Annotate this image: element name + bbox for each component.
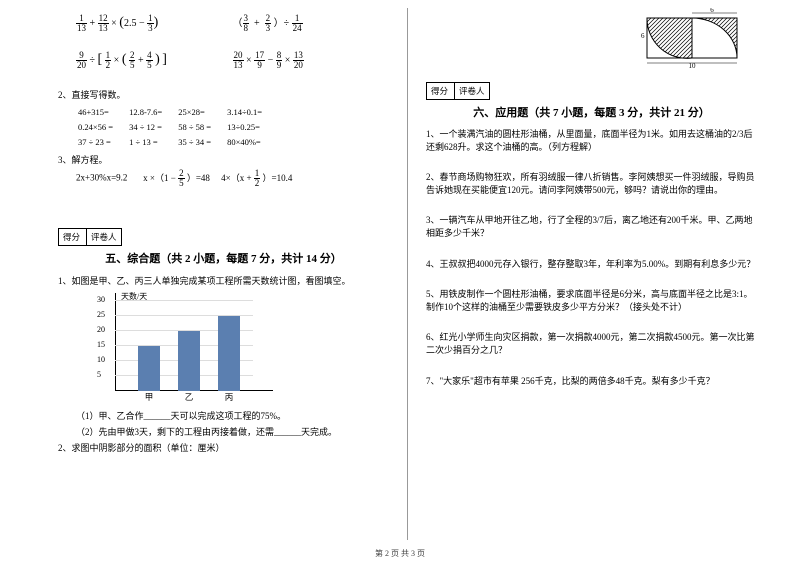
score-label: 得分 (426, 82, 454, 100)
section-5-title: 五、综合题（共 2 小题，每题 7 分，共计 14 分） (58, 250, 389, 266)
svg-text:6: 6 (710, 8, 714, 14)
equations: 2x+30%x=9.2 x ×（1 − 25 ）=48 4×（x + 12 ）=… (76, 169, 389, 188)
app-q4: 4、王叔叔把4000元存入银行，整存整取3年，年利率为5.00%。到期有利息多少… (426, 258, 757, 271)
q5-1: 1、如图是甲、乙、丙三人单独完成某项工程所需天数统计图，看图填空。 (58, 274, 389, 287)
app-q6: 6、红光小学师生向灾区捐款，第一次捐款4000元，第二次捐款4500元。第一次比… (426, 331, 757, 356)
reviewer-label: 评卷人 (86, 228, 122, 246)
math-expr-row-1: 113 + 1213 × (2.5 − 13) （38 + 23 ）÷ 124 (76, 14, 389, 33)
q5-1-1: （1）甲、乙合作______天可以完成这项工程的75%。 (76, 409, 389, 422)
eq1: 2x+30%x=9.2 (76, 173, 127, 183)
expr-1a: 113 + 1213 × (2.5 − 13) (76, 14, 233, 33)
bar-jia (138, 346, 160, 391)
app-q7: 7、"大家乐"超市有苹果 256千克，比梨的两倍多48千克。梨有多少千克？ (426, 375, 757, 388)
svg-text:10: 10 (689, 62, 697, 68)
score-box-5: 得分 评卷人 (58, 228, 389, 246)
app-q3: 3、一辆汽车从甲地开往乙地，行了全程的3/7后，离乙地还有200千米。甲、乙两地… (426, 214, 757, 239)
page-footer: 第 2 页 共 3 页 (0, 548, 800, 559)
expr-1b: （38 + 23 ）÷ 124 (233, 14, 390, 33)
expr-2b: 2013 × 179 − 89 × 1320 (233, 51, 390, 70)
q5-1-2: （2）先由甲做3天，剩下的工程由丙接着做，还需______天完成。 (76, 425, 389, 438)
bar-chart: 天数/天 5 10 15 20 25 30 甲 乙 丙 (93, 293, 273, 403)
shaded-diagram: 6 6 10 (426, 8, 757, 70)
bar-bing (218, 316, 240, 391)
score-label: 得分 (58, 228, 86, 246)
q2-title: 2、直接写得数。 (58, 88, 389, 101)
section-6-title: 六、应用题（共 7 小题，每题 3 分，共计 21 分） (426, 104, 757, 120)
app-q2: 2、春节商场购物狂欢，所有羽绒服一律八折销售。李阿姨想买一件羽绒服，导购员告诉她… (426, 171, 757, 196)
bar-yi (178, 331, 200, 391)
right-column: 6 6 10 得分 评卷人 六、应用题（共 7 小题，每题 3 分，共计 21 … (408, 8, 765, 540)
svg-text:6: 6 (641, 32, 645, 40)
app-q1: 1、一个装满汽油的圆柱形油桶，从里面量，底面半径为1米。如用去这桶油的2/3后还… (426, 128, 757, 153)
math-expr-row-2: 920 ÷ [ 12 × ( 25 + 45 ) ] 2013 × 179 − … (76, 51, 389, 70)
eq3: 4×（x + 12 ）=10.4 (221, 173, 292, 183)
app-q5: 5、用铁皮制作一个圆柱形油桶，要求底面半径是6分米，高与底面半径之比是3:1。制… (426, 288, 757, 313)
q5-2: 2、求图中阴影部分的面积（单位：厘米） (58, 441, 389, 454)
left-column: 113 + 1213 × (2.5 − 13) （38 + 23 ）÷ 124 … (50, 8, 408, 540)
calc-grid: 46+315=12.8-7.6=25×28=3.14÷0.1= 0.24×56 … (76, 104, 278, 150)
expr-2a: 920 ÷ [ 12 × ( 25 + 45 ) ] (76, 51, 233, 70)
score-box-6: 得分 评卷人 (426, 82, 757, 100)
eq2: x ×（1 − 25 ）=48 (143, 173, 210, 183)
q3-title: 3、解方程。 (58, 153, 389, 166)
reviewer-label: 评卷人 (454, 82, 490, 100)
